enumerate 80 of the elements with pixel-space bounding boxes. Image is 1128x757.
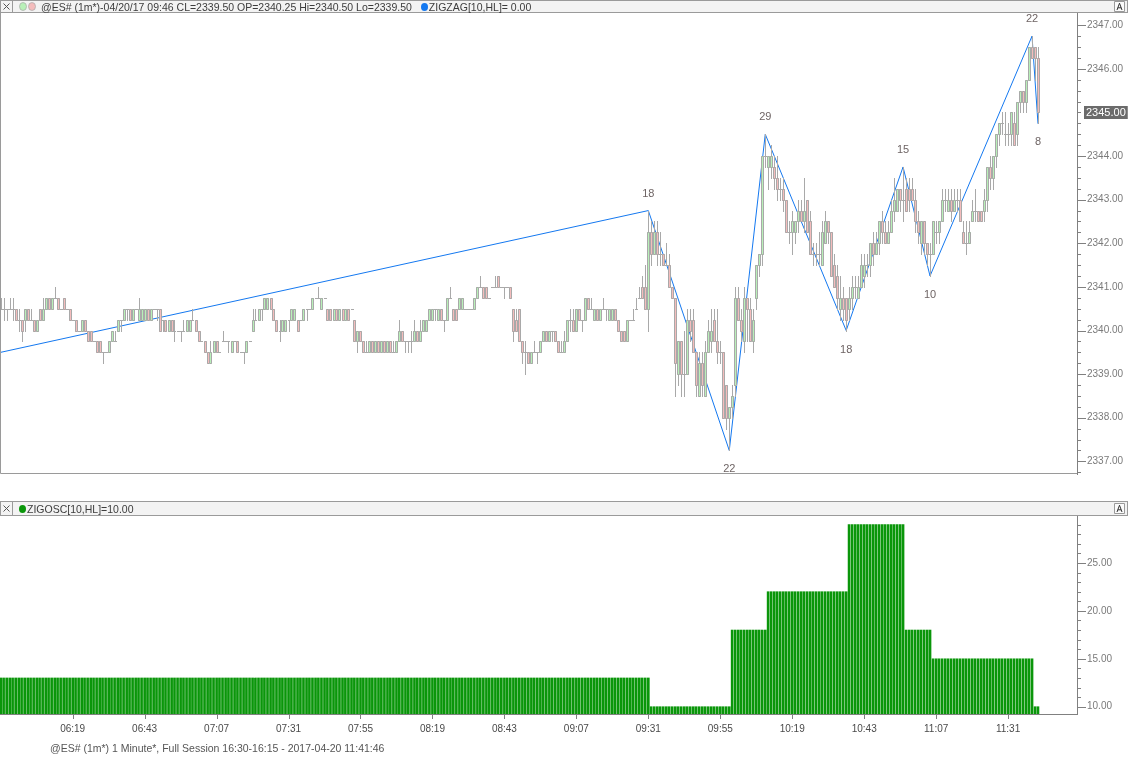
annotation: 22 — [723, 462, 736, 475]
candlestick — [1010, 111, 1013, 147]
candlestick — [656, 220, 659, 267]
candlestick — [8, 297, 13, 311]
candlestick — [698, 351, 701, 398]
x-tick-label: 06:19 — [60, 722, 86, 734]
annotation: 8 — [1034, 135, 1042, 148]
candlestick — [803, 177, 806, 234]
y-tick-label: 2338.00 — [1087, 411, 1124, 423]
candlestick — [814, 242, 819, 267]
x-tick-label: 11:07 — [924, 722, 949, 734]
x-tick-label: 07:07 — [204, 722, 230, 734]
candlestick — [701, 351, 704, 398]
x-tick-label: 07:55 — [347, 722, 374, 734]
candlestick — [743, 286, 746, 354]
text: @ES# (1m*) 1 Minute*, Full Session 16:30-16:15 - 2017-04-20 11:41:46 — [50, 742, 385, 754]
annotation: 18 — [642, 186, 655, 199]
candlestick — [901, 166, 906, 223]
candlestick — [1003, 111, 1008, 147]
legend-label: ZIGOSC[10,HL]=10.00 — [27, 502, 134, 515]
candlestick — [908, 177, 911, 213]
x-tick-label: 10:43 — [851, 722, 878, 734]
text: 2345.00 — [1086, 105, 1126, 118]
candlestick — [776, 155, 779, 202]
candlestick — [881, 210, 884, 245]
candlestick — [923, 220, 926, 256]
y-tick-label: 2347.00 — [1087, 18, 1124, 30]
y-tick-label: 10.00 — [1087, 700, 1113, 712]
x-tick-label: 09:07 — [563, 722, 590, 734]
candlestick — [872, 231, 875, 267]
candlestick — [800, 199, 803, 223]
x-tick-label: 11:31 — [995, 722, 1021, 734]
x-tick-label: 09:31 — [635, 722, 662, 734]
candlestick — [710, 308, 713, 354]
candlestick — [752, 308, 755, 354]
y-tick-label: 2340.00 — [1087, 324, 1124, 336]
candlestick — [863, 253, 866, 289]
candlestick — [512, 308, 515, 343]
x-tick-label: 06:43 — [132, 722, 158, 734]
candlestick — [950, 188, 953, 223]
candlestick — [353, 320, 356, 342]
legend-label: ZIGZAG[10,HL]= 0.00 — [428, 0, 532, 13]
candlestick — [964, 220, 969, 256]
x-tick-label: 08:43 — [491, 722, 518, 734]
candlestick — [647, 210, 650, 333]
candlestick — [791, 210, 794, 256]
candlestick — [821, 220, 824, 267]
candlestick — [5, 308, 10, 322]
y-tick-label: 2344.00 — [1087, 149, 1124, 161]
candlestick — [842, 286, 845, 322]
y-tick-label: 25.00 — [1087, 556, 1113, 568]
y-tick-label: 2337.00 — [1087, 455, 1124, 467]
candlestick — [953, 188, 956, 213]
y-tick-label: 2343.00 — [1087, 193, 1124, 205]
annotation: 10 — [923, 288, 937, 301]
y-tick-label: 20.00 — [1087, 604, 1113, 616]
candlestick — [159, 309, 162, 332]
y-tick-label: 2339.00 — [1087, 367, 1124, 379]
chart-title: @ES# (1m*)-04/20/17 09:46 CL=2339.50 OP=2340.25 Hi=2340.50 Lo=2339.50 — [41, 0, 412, 13]
candlestick — [746, 297, 749, 343]
annotation: 18 — [840, 342, 853, 355]
candlestick — [406, 340, 411, 354]
x-tick-label: 08:19 — [419, 722, 446, 734]
x-tick-label: 07:31 — [276, 722, 302, 734]
x-tick-label: 09:55 — [707, 722, 734, 734]
y-tick-label: 15.00 — [1087, 652, 1113, 664]
annotation: 29 — [759, 110, 772, 123]
candlestick — [947, 188, 950, 213]
x-tick-label: 10:19 — [779, 722, 806, 734]
candlestick — [797, 199, 800, 234]
candlestick — [572, 308, 575, 333]
y-tick-label: 2346.00 — [1087, 62, 1124, 74]
candlestick — [446, 298, 449, 321]
annotation: 15 — [896, 142, 910, 155]
candlestick — [716, 308, 719, 365]
candlestick — [1037, 46, 1040, 125]
candlestick — [653, 220, 656, 256]
y-tick-label: 2341.00 — [1087, 280, 1124, 292]
annotation: 22 — [1025, 12, 1039, 25]
y-tick-label: 2342.00 — [1087, 237, 1124, 249]
